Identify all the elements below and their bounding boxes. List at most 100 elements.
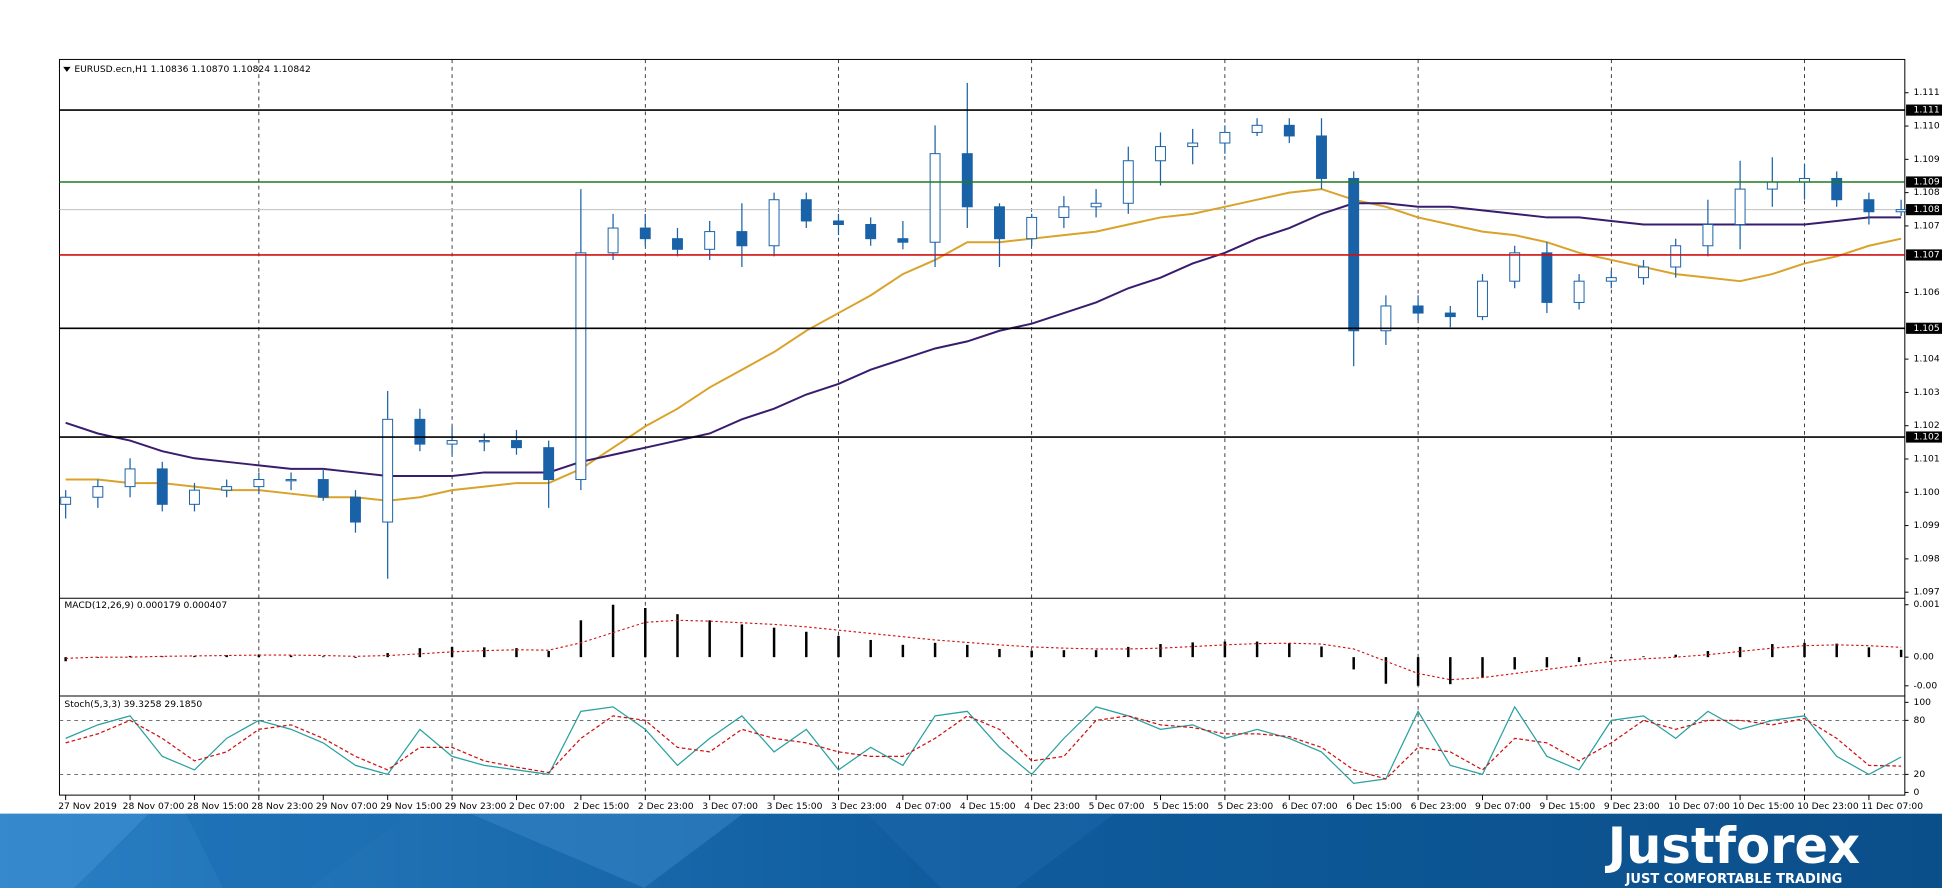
moving-average [65, 202, 1902, 477]
macd-bar [128, 655, 132, 658]
macd-bar [901, 644, 905, 658]
candle-body [156, 468, 168, 505]
x-tick-label: 27 Nov 2019 [58, 801, 117, 812]
candle-body [961, 153, 973, 208]
candle-body [511, 440, 522, 449]
stoch-title: Stoch(5,3,3) 39.3258 29.1850 [64, 699, 202, 710]
level-tag [1906, 322, 1942, 334]
macd-bar [1320, 646, 1323, 658]
macd-bar [1674, 654, 1677, 658]
candle-body [994, 206, 1005, 240]
y-tick-label: -0.00 [1913, 680, 1937, 691]
candle-body [1380, 305, 1392, 332]
y-tick-label: 1.103 [1913, 387, 1939, 398]
x-tick-label: 28 Nov 23:00 [251, 801, 313, 812]
candle-body [221, 486, 233, 491]
macd-bar [483, 647, 486, 658]
macd-bar [96, 657, 100, 658]
macd-bar [1255, 641, 1259, 658]
candle-body [382, 418, 394, 523]
macd-bar [644, 608, 647, 658]
macd-bar [225, 655, 228, 658]
macd-bar [1288, 643, 1291, 658]
x-tick-label: 9 Dec 23:00 [1604, 801, 1660, 812]
x-tick-label: 28 Nov 07:00 [123, 801, 185, 812]
macd-bar [1738, 646, 1742, 658]
macd-bar [1062, 650, 1066, 658]
macd-bar [772, 627, 776, 658]
banner-shape [470, 813, 744, 888]
candle-body [704, 231, 716, 250]
y-tick-label: 1.109 [1913, 154, 1939, 165]
x-tick-label: 29 Nov 15:00 [380, 801, 442, 812]
macd-bar [1352, 657, 1355, 670]
macd-bar [1642, 656, 1645, 658]
last-price-label: 1.108 [1913, 204, 1939, 215]
macd-bar [1481, 657, 1484, 678]
x-tick-label: 11 Dec 07:00 [1861, 801, 1923, 812]
x-tick-label: 4 Dec 23:00 [1024, 801, 1080, 812]
macd-title: MACD(12,26,9) 0.000179 0.000407 [64, 600, 227, 611]
y-tick-label: 100 [1913, 697, 1931, 708]
candle-body [60, 496, 72, 505]
candle-body [865, 224, 877, 240]
macd-bar [193, 655, 196, 658]
y-tick-label: 1.110 [1913, 121, 1939, 132]
last-price-tag [1906, 204, 1942, 216]
macd-bar [1191, 642, 1194, 658]
candle-body [350, 496, 361, 523]
macd-bar [257, 654, 261, 658]
banner: Justforex JUST COMFORTABLE TRADING [0, 813, 1942, 888]
candle-body [800, 199, 812, 222]
candle-body [478, 440, 490, 443]
macd-bar [998, 648, 1001, 658]
y-tick-label: 20 [1913, 769, 1925, 780]
level-label: 1.105 [1913, 323, 1939, 334]
candle-body [833, 220, 844, 226]
candle-body [1831, 177, 1843, 201]
level-tag [1906, 431, 1942, 443]
y-tick-label: 1.100 [1913, 487, 1939, 498]
macd-bar [322, 656, 325, 658]
macd-bar [966, 644, 969, 658]
x-tick-label: 2 Dec 07:00 [509, 801, 565, 812]
x-tick-label: 29 Nov 07:00 [316, 801, 378, 812]
x-tick-label: 6 Dec 15:00 [1346, 801, 1402, 812]
candle-body [639, 227, 651, 240]
y-tick-label: 1.097 [1913, 587, 1939, 598]
candle-body [1251, 124, 1263, 133]
banner-shape [866, 813, 1115, 888]
candle-body [1734, 188, 1746, 226]
macd-bar [933, 642, 937, 658]
y-tick-label: 1.102 [1913, 420, 1939, 431]
x-tick-label: 3 Dec 23:00 [831, 801, 887, 812]
level-tag [1906, 249, 1942, 261]
candle-body [1058, 206, 1070, 218]
candle-body [285, 479, 297, 482]
macd-bar [579, 620, 583, 658]
y-tick-label: 1.101 [1913, 453, 1939, 464]
candle-body [897, 238, 909, 243]
candle-body [1541, 252, 1553, 303]
macd-bar [611, 604, 615, 658]
moving-average [65, 188, 1902, 502]
candle-body [124, 468, 136, 488]
candle-body [189, 489, 200, 505]
chart-title: EURUSD.ecn,H1 1.10836 1.10870 1.10824 1.… [74, 64, 311, 75]
macd-bar [708, 620, 711, 658]
candle-body [1155, 146, 1166, 162]
macd-bar [1803, 642, 1806, 658]
candle-body [607, 227, 619, 254]
macd-bar [161, 656, 164, 658]
macd-bar [1030, 650, 1033, 658]
macd-bar [740, 624, 744, 658]
candle-body [1219, 131, 1231, 144]
x-tick-label: 3 Dec 07:00 [702, 801, 758, 812]
x-tick-label: 10 Dec 07:00 [1668, 801, 1730, 812]
level-tag [1906, 104, 1942, 116]
stoch-line [65, 715, 1902, 780]
y-tick-label: 0.001 [1913, 599, 1939, 610]
level-label: 1.107 [1913, 249, 1939, 260]
x-tick-label: 10 Dec 15:00 [1733, 801, 1795, 812]
